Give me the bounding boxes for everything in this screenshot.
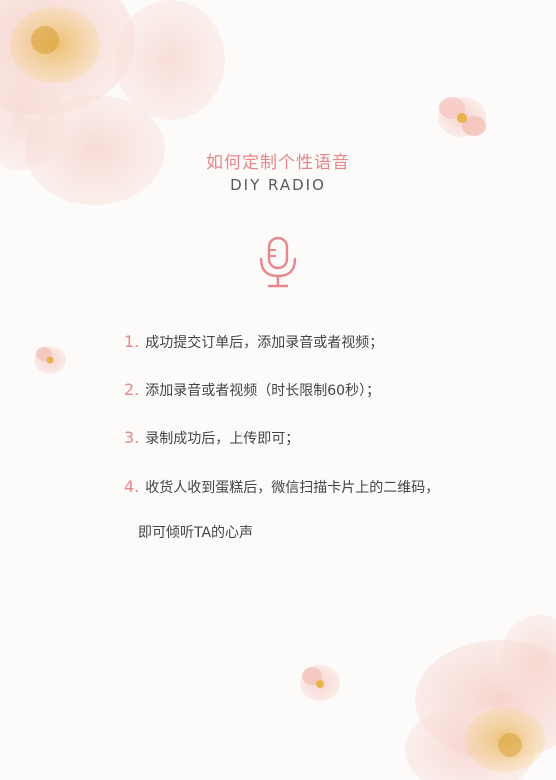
step-text: 录制成功后，上传即可；: [145, 431, 300, 447]
step-3: 3. 录制成功后，上传即可；: [124, 428, 299, 448]
bottom-right-flower: [405, 615, 556, 780]
step-text: 添加录音或者视频（时长限制60秒）；: [145, 383, 381, 399]
small-flower-top-right: [438, 97, 486, 137]
step-2: 2. 添加录音或者视频（时长限制60秒）；: [124, 380, 380, 400]
step-text: 收货人收到蛋糕后，微信扫描卡片上的二维码，: [145, 480, 440, 496]
step-4-continuation: 即可倾听TA的心声: [138, 525, 254, 541]
small-flower-bottom: [300, 665, 340, 701]
microphone-icon: [259, 236, 297, 288]
small-flower-left: [34, 346, 66, 374]
step-number: 3.: [124, 428, 140, 447]
top-left-flower: [0, 0, 225, 205]
step-number: 4.: [124, 477, 140, 496]
step-number: 1.: [124, 332, 140, 351]
title-chinese: 如何定制个性语音: [206, 153, 350, 173]
step-1: 1. 成功提交订单后，添加录音或者视频；: [124, 332, 383, 352]
title-english: DIY RADIO: [230, 176, 326, 194]
step-text: 成功提交订单后，添加录音或者视频；: [145, 335, 384, 351]
step-4: 4. 收货人收到蛋糕后，微信扫描卡片上的二维码，: [124, 477, 439, 497]
step-number: 2.: [124, 380, 140, 399]
